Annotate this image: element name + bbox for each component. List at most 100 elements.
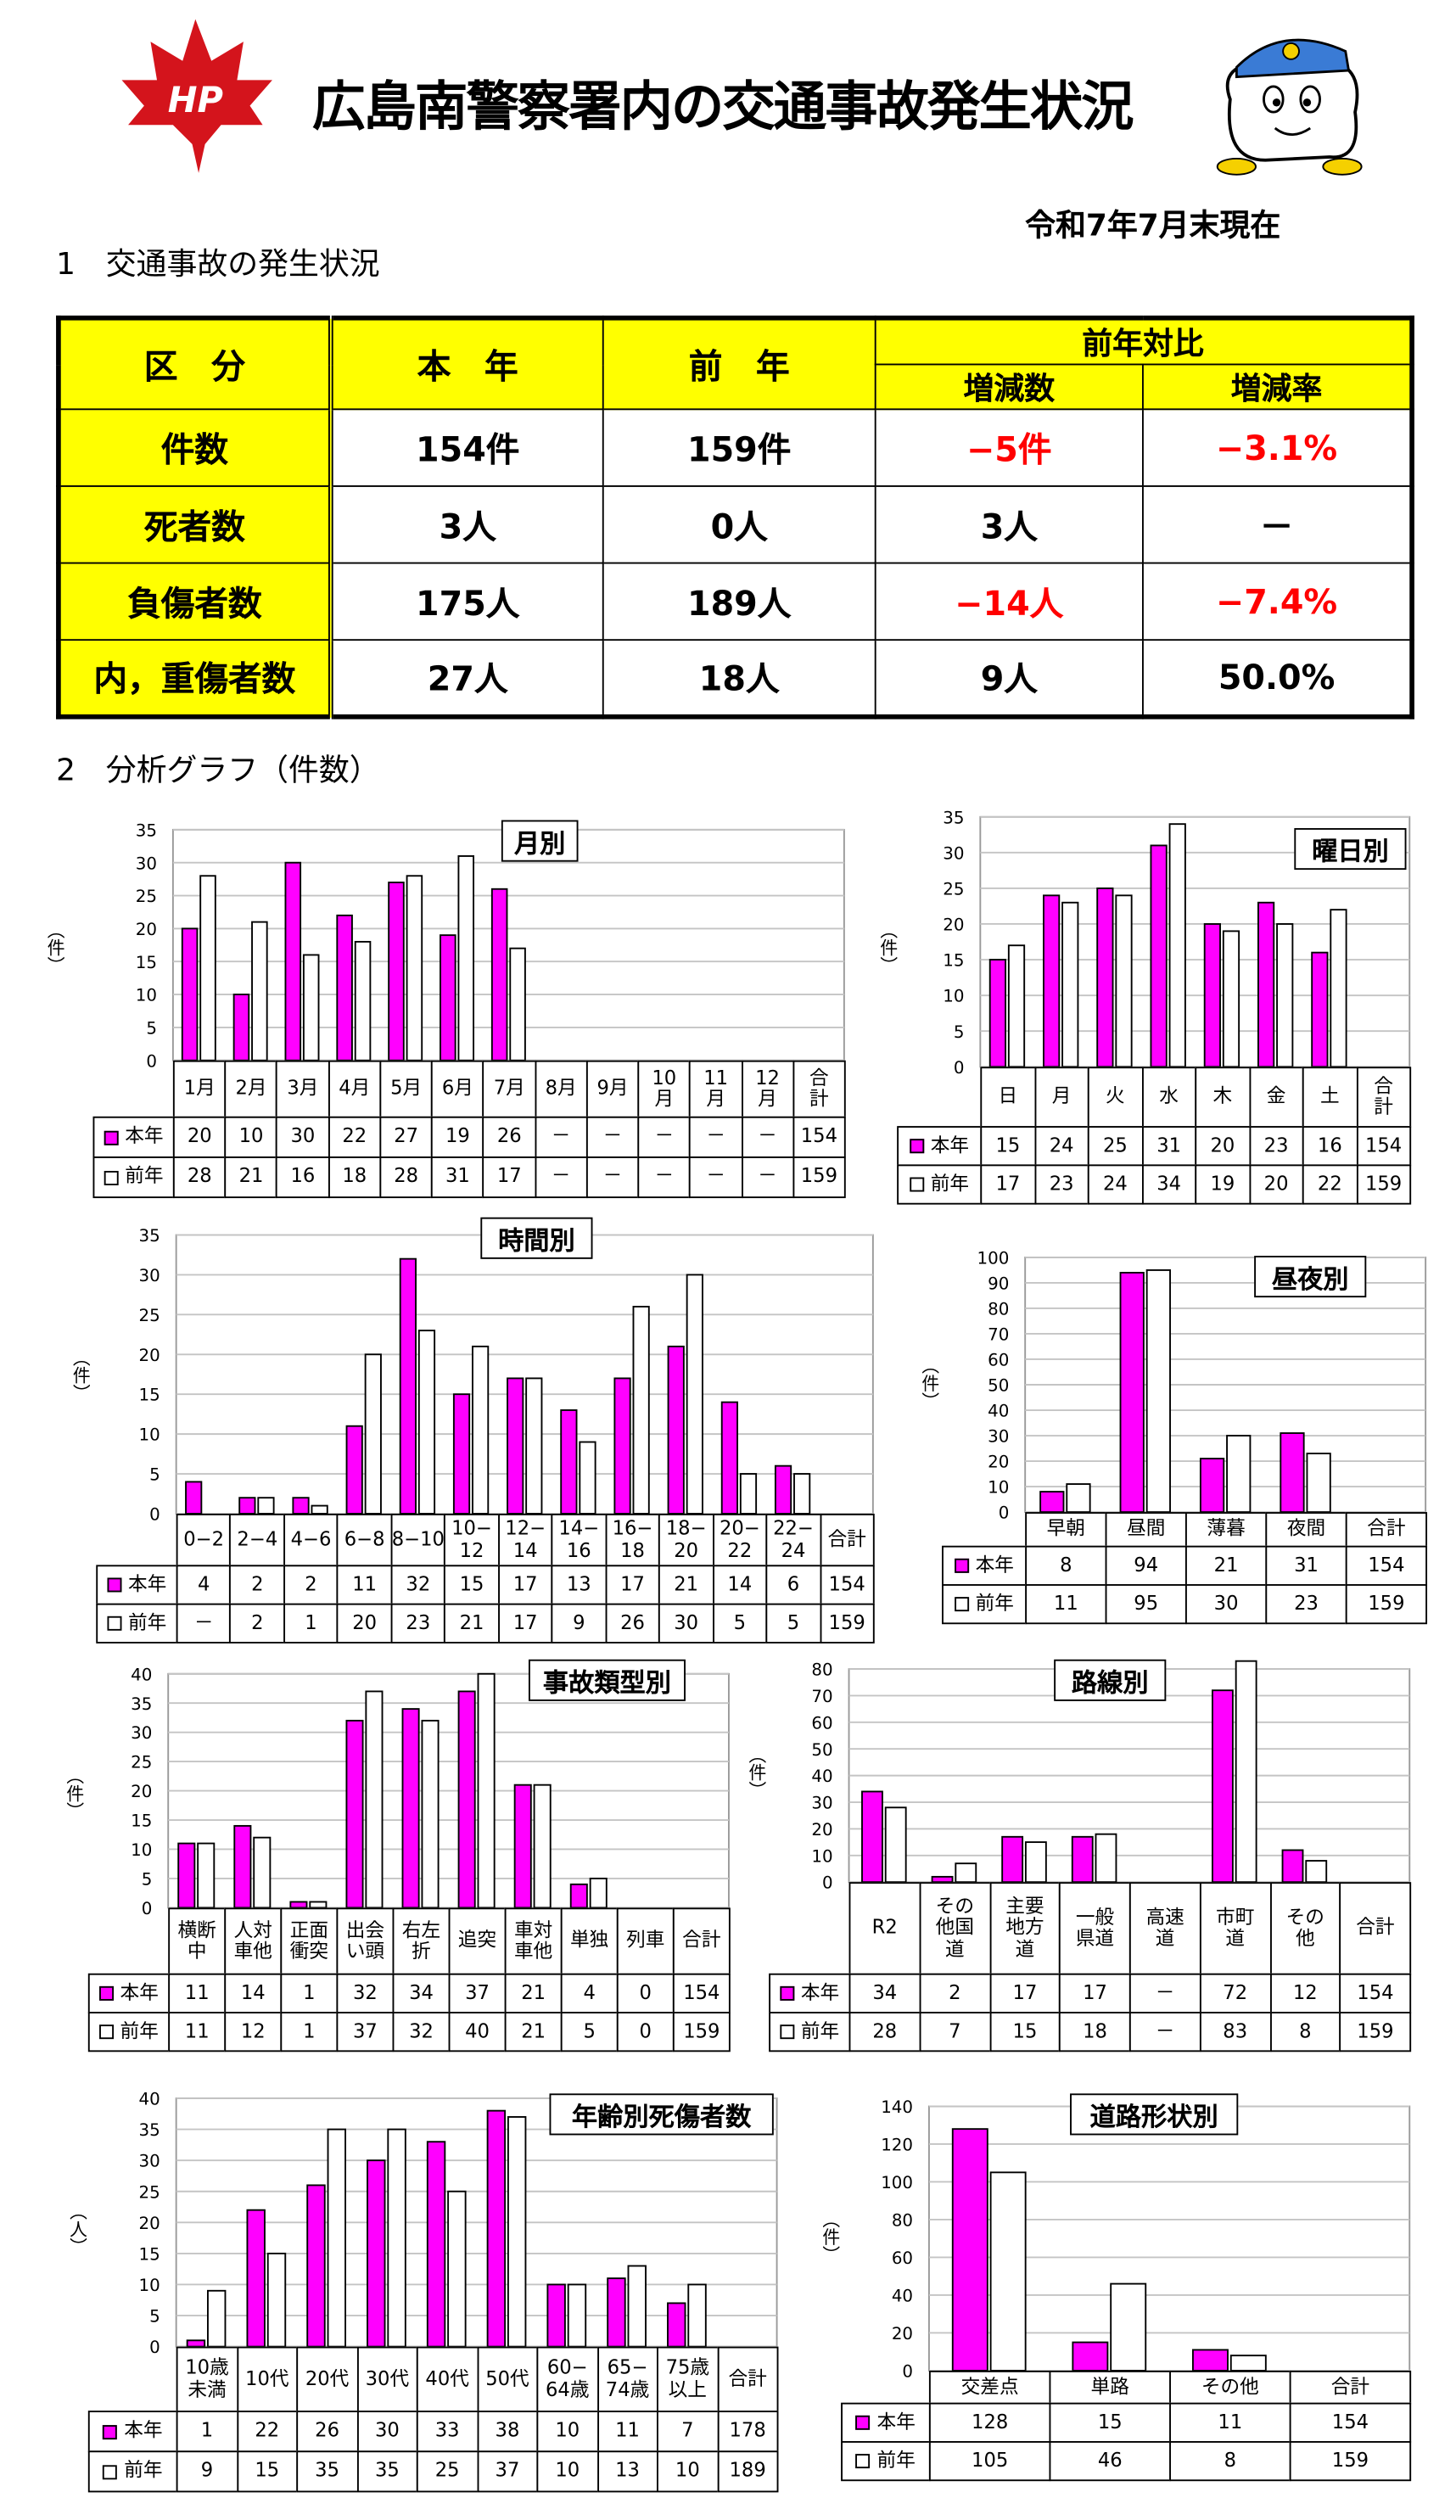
table-value: 17 bbox=[482, 1156, 536, 1199]
bar bbox=[989, 2171, 1027, 2372]
bar bbox=[206, 2289, 227, 2348]
bar bbox=[246, 2209, 266, 2348]
bar bbox=[739, 1473, 758, 1515]
legend-cell: 本年 bbox=[897, 1126, 983, 1167]
bar bbox=[1305, 1860, 1328, 1884]
y-tick-label: 40 bbox=[988, 1402, 1009, 1421]
table-value: 33 bbox=[416, 2411, 479, 2453]
bar bbox=[426, 2141, 446, 2348]
table-value: 1 bbox=[280, 2012, 339, 2052]
legend-cell: 前年 bbox=[87, 2450, 178, 2493]
category-label: 合計 bbox=[716, 2346, 779, 2413]
category-label: 20− 22 bbox=[712, 1513, 768, 1567]
table-value: 35 bbox=[356, 2450, 418, 2493]
summary-table: 区 分 本 年 前 年 前年対比 増減数 増減率 件数 154件 159件 −5件 −3… bbox=[56, 315, 1414, 720]
bar bbox=[1212, 1689, 1234, 1884]
table-value: 24 bbox=[1087, 1164, 1143, 1205]
chart-title: 年齢別死傷者数 bbox=[549, 2093, 774, 2136]
table-value: 21 bbox=[504, 1973, 563, 2013]
category-label: 一般 県道 bbox=[1059, 1882, 1131, 1975]
value-cell: −14人 bbox=[874, 562, 1144, 641]
legend-cell: 前年 bbox=[92, 1156, 175, 1199]
bar bbox=[1096, 887, 1114, 1068]
table-value: 21 bbox=[444, 1603, 500, 1644]
y-tick-label: 60 bbox=[811, 1713, 832, 1733]
bar bbox=[1071, 1835, 1094, 1884]
bar bbox=[1280, 1432, 1305, 1514]
chart-title: 昼夜別 bbox=[1254, 1256, 1367, 1298]
bar bbox=[387, 2128, 406, 2348]
y-tick-label: 10 bbox=[131, 1840, 152, 1860]
table-value: 26 bbox=[482, 1116, 536, 1158]
chart-title: 道路形状別 bbox=[1070, 2093, 1239, 2136]
table-value: 25 bbox=[1087, 1126, 1143, 1167]
value-cell: 18人 bbox=[602, 639, 876, 718]
table-value: 4 bbox=[560, 1973, 619, 2013]
y-tick-label: 40 bbox=[892, 2286, 913, 2305]
table-value: 21 bbox=[224, 1156, 278, 1199]
category-label: 横断 中 bbox=[168, 1907, 227, 1975]
chart-title: 曜日別 bbox=[1294, 827, 1407, 871]
bar bbox=[988, 959, 1007, 1068]
category-label: 人対 車他 bbox=[224, 1907, 283, 1975]
category-label: 合計 bbox=[672, 1907, 731, 1975]
bar bbox=[667, 2302, 686, 2348]
y-tick-label: 40 bbox=[811, 1767, 832, 1786]
table-value: 23 bbox=[1033, 1164, 1089, 1205]
y-tick-label: 0 bbox=[999, 1504, 1010, 1523]
table-value: － bbox=[741, 1156, 794, 1199]
bar bbox=[292, 1497, 310, 1515]
category-label: 早朝 bbox=[1025, 1512, 1107, 1548]
y-tick-label: 35 bbox=[139, 1226, 160, 1246]
table-value: 13 bbox=[551, 1565, 607, 1605]
table-value: 34 bbox=[1141, 1164, 1197, 1205]
table-value: － bbox=[585, 1116, 640, 1158]
table-value: 15 bbox=[236, 2450, 299, 2493]
y-tick-label: 5 bbox=[149, 1465, 160, 1485]
table-value: 0 bbox=[616, 1973, 675, 2013]
legend-label: 本年 bbox=[124, 2419, 163, 2442]
row-label: 死者数 bbox=[57, 485, 333, 564]
y-tick-label: 70 bbox=[988, 1325, 1009, 1345]
table-total: 154 bbox=[819, 1565, 875, 1605]
bar bbox=[309, 1901, 328, 1909]
table-value: 2 bbox=[229, 1603, 285, 1644]
y-tick-label: 10 bbox=[943, 987, 964, 1006]
y-tick-label: 10 bbox=[811, 1846, 832, 1866]
table-value: 18 bbox=[328, 1156, 382, 1199]
table-total: 159 bbox=[1356, 1164, 1412, 1205]
bar bbox=[306, 2184, 326, 2348]
table-value: 31 bbox=[1141, 1126, 1197, 1167]
table-value: 11 bbox=[168, 2012, 227, 2052]
y-tick-label: 40 bbox=[131, 1665, 152, 1684]
table-value: 72 bbox=[1199, 1973, 1271, 2013]
bar bbox=[1281, 1849, 1304, 1884]
category-label: 土 bbox=[1302, 1067, 1358, 1128]
category-label: 出会 い頭 bbox=[336, 1907, 395, 1975]
y-tick-label: 90 bbox=[988, 1274, 1009, 1293]
bar bbox=[687, 2283, 707, 2348]
value-cell: −3.1% bbox=[1142, 408, 1414, 487]
legend-cell: 前年 bbox=[942, 1584, 1028, 1625]
bar bbox=[1119, 1271, 1145, 1514]
bar bbox=[417, 1330, 436, 1515]
bar bbox=[667, 1345, 685, 1515]
table-value: － bbox=[637, 1116, 692, 1158]
legend-marker bbox=[910, 1177, 925, 1192]
category-label: 主要 地方 道 bbox=[988, 1882, 1061, 1975]
legend-cell: 本年 bbox=[942, 1545, 1028, 1586]
category-label: 月 bbox=[1033, 1067, 1089, 1128]
value-cell: 175人 bbox=[329, 562, 604, 641]
category-label: 65− 74歳 bbox=[596, 2346, 658, 2413]
y-axis-label: （件） bbox=[877, 921, 899, 974]
table-value: 10 bbox=[536, 2411, 599, 2453]
bar bbox=[589, 1877, 608, 1909]
y-tick-label: 20 bbox=[892, 2324, 913, 2344]
chart-title: 時間別 bbox=[480, 1217, 593, 1259]
table-total: 154 bbox=[1339, 1973, 1412, 2013]
bar bbox=[388, 882, 405, 1061]
table-value: － bbox=[637, 1156, 692, 1199]
category-label: 合計 bbox=[1345, 1512, 1428, 1548]
y-tick-label: 15 bbox=[139, 1386, 160, 1405]
